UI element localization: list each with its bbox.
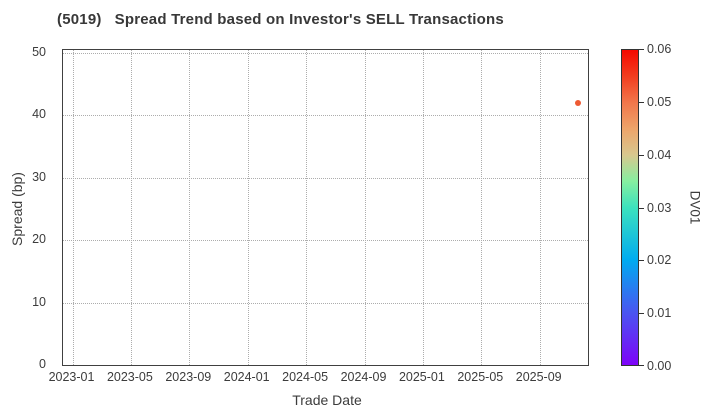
colorbar-tick-mark — [639, 313, 644, 315]
y-tick-label: 10 — [32, 294, 46, 309]
gridline-y-50 — [63, 53, 588, 54]
colorbar-tick-label: 0.05 — [647, 94, 672, 109]
data-point — [575, 99, 582, 106]
x-tick-label: 2025-05 — [457, 370, 504, 384]
colorbar-tick-mark — [639, 154, 644, 156]
x-tick-label: 2024-01 — [223, 370, 270, 384]
colorbar-tick-mark — [639, 365, 644, 366]
colorbar-tick-label: 0.06 — [647, 42, 672, 56]
colorbar-tick-mark — [639, 49, 644, 50]
gridline-x-2024-01 — [247, 50, 249, 365]
gridline-y-10 — [63, 302, 588, 304]
chart-title: (5019) Spread Trend based on Investor's … — [57, 11, 504, 28]
x-tick-label: 2025-09 — [515, 370, 562, 384]
x-tick-label: 2023-09 — [165, 370, 212, 384]
y-tick-label: 30 — [32, 169, 46, 184]
x-tick-label: 2023-01 — [48, 370, 95, 384]
colorbar-gradient — [621, 49, 639, 366]
x-tick-label: 2023-05 — [106, 370, 153, 384]
gridline-y-0 — [63, 365, 588, 366]
plot-area — [62, 49, 589, 366]
gridline-x-2023-01 — [72, 50, 74, 365]
colorbar-tick-mark — [639, 101, 644, 103]
x-tick-label: 2024-09 — [340, 370, 387, 384]
gridline-y-20 — [63, 240, 588, 242]
y-axis-label: Spread (bp) — [9, 172, 25, 246]
colorbar-tick-mark — [639, 207, 644, 209]
y-tick-label: 20 — [32, 232, 46, 247]
gridline-x-2025-09 — [539, 50, 541, 365]
colorbar-tick-label: 0.02 — [647, 253, 672, 268]
x-tick-label: 2025-01 — [398, 370, 445, 384]
y-tick-label: 50 — [32, 45, 46, 59]
gridline-x-2025-01 — [422, 50, 424, 365]
gridline-x-2025-05 — [481, 50, 483, 365]
gridline-x-2023-09 — [189, 50, 191, 365]
colorbar-label: DV01 — [687, 190, 703, 225]
y-tick-label: 0 — [39, 357, 46, 371]
gridline-y-30 — [63, 177, 588, 179]
x-axis-label: Trade Date — [292, 392, 362, 408]
colorbar-tick-label: 0.03 — [647, 200, 672, 215]
gridline-y-40 — [63, 115, 588, 117]
colorbar-tick-label: 0.01 — [647, 306, 672, 321]
colorbar-tick-label: 0.04 — [647, 147, 672, 162]
colorbar-tick-label: 0.00 — [647, 359, 672, 373]
y-tick-label: 40 — [32, 107, 46, 122]
gridline-x-2024-05 — [306, 50, 308, 365]
gridline-x-2023-05 — [130, 50, 132, 365]
gridline-x-2024-09 — [364, 50, 366, 365]
colorbar-tick-mark — [639, 260, 644, 262]
x-tick-label: 2024-05 — [282, 370, 329, 384]
